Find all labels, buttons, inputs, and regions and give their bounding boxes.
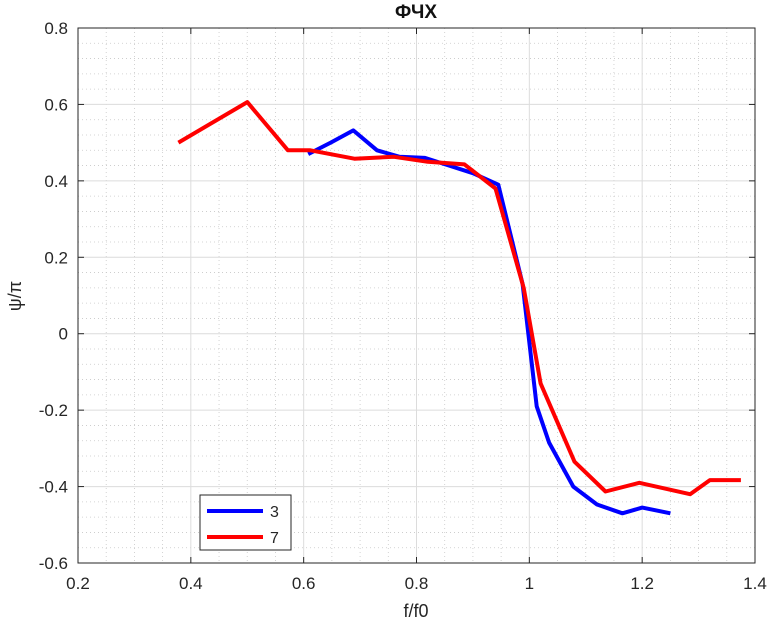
x-axis-label: f/f0	[403, 601, 428, 621]
x-tick-label: 0.2	[66, 574, 90, 593]
legend: 3 7	[199, 494, 292, 551]
axis-ticks	[77, 27, 756, 564]
series-lines	[177, 100, 741, 516]
chart-title: ФЧХ	[395, 2, 437, 23]
x-tick-label: 1.2	[630, 574, 654, 593]
x-tick-label: 1.4	[743, 574, 767, 593]
legend-label-3: 3	[270, 504, 279, 521]
legend-label-7: 7	[270, 530, 279, 547]
x-tick-label: 1	[525, 574, 534, 593]
x-tick-label: 0.8	[405, 574, 429, 593]
y-tick-label: -0.4	[39, 478, 68, 497]
y-tick-label: -0.2	[39, 401, 68, 420]
y-axis-label: ψ/π	[5, 281, 25, 311]
y-tick-label: 0.6	[44, 95, 68, 114]
y-tick-label: 0.2	[44, 248, 68, 267]
tick-labels: 0.2 0.4 0.6 0.8 1 1.2 1.4 -0.6 -0.4 -0.2 0 0.2 0.4 0.…	[39, 19, 767, 593]
y-tick-label: -0.6	[39, 554, 68, 573]
y-tick-label: 0.8	[44, 19, 68, 38]
x-tick-label: 0.4	[179, 574, 203, 593]
series-line-3	[307, 128, 671, 516]
y-tick-label: 0.4	[44, 172, 68, 191]
y-tick-label: 0	[59, 325, 68, 344]
x-tick-label: 0.6	[292, 574, 316, 593]
series-line-7	[177, 100, 741, 497]
legend-box	[199, 494, 292, 551]
